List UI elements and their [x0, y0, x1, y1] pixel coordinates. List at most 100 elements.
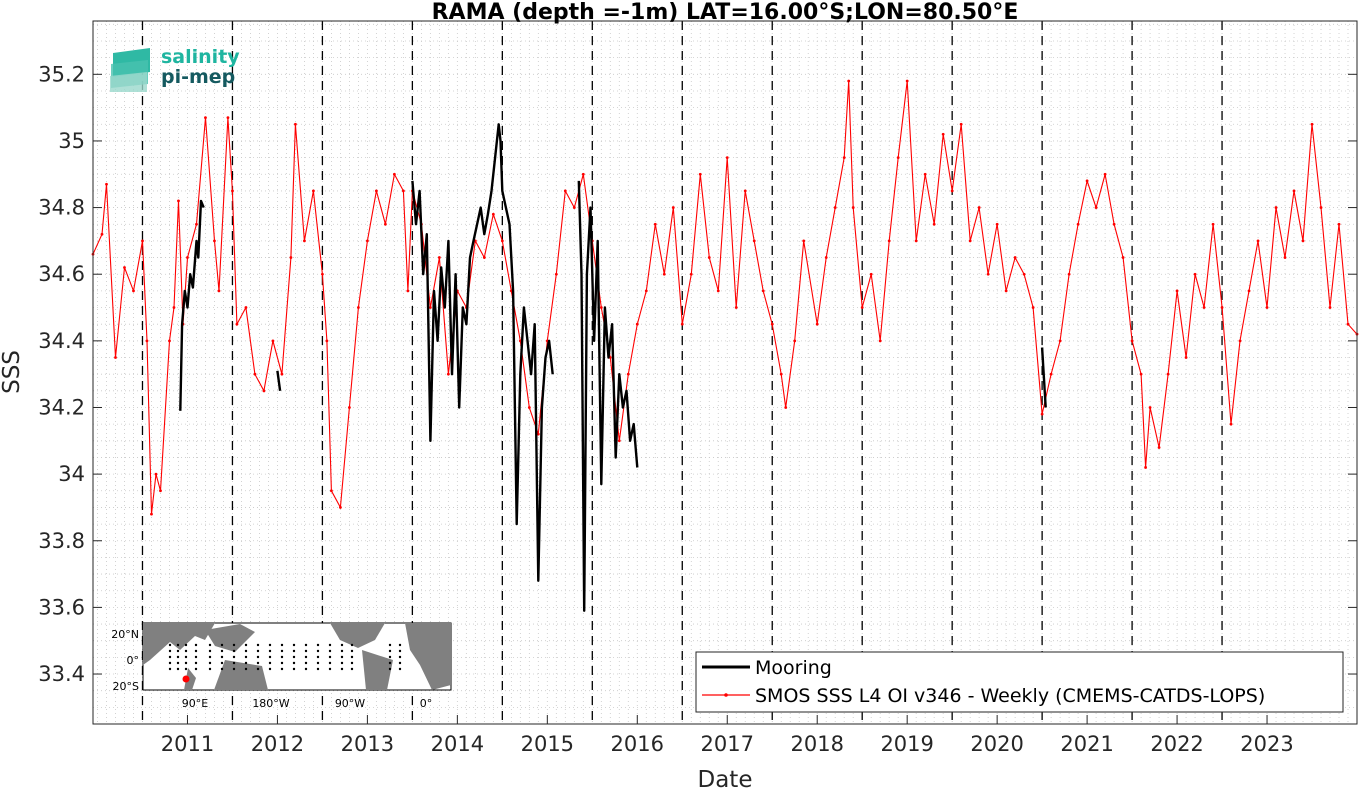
inset-station-dot	[184, 643, 188, 647]
inset-station-dot	[388, 649, 392, 653]
data-point-smos	[995, 222, 999, 226]
inset-station-dot	[328, 667, 332, 671]
inset-station-dot	[220, 649, 224, 653]
ticks: 33.4 33.6 33.8 34 34.2 34.4 34.6 34.8 35 35.2 2011…	[38, 62, 1357, 756]
inset-station-dot	[280, 667, 284, 671]
series-line-mooring	[577, 180, 639, 612]
inset-station-dot	[398, 649, 402, 653]
x-axis-label: Date	[698, 767, 753, 790]
inset-station-marker	[182, 675, 190, 683]
inset-station-dot	[388, 667, 392, 671]
data-point-smos	[563, 189, 567, 193]
data-point-smos	[1013, 256, 1017, 259]
x-tick-label: 2013	[341, 732, 394, 756]
inset-station-dot	[208, 643, 212, 647]
data-point-smos	[1184, 356, 1188, 359]
data-point-smos	[321, 272, 324, 276]
inset-station-dot	[184, 667, 188, 671]
data-point-smos	[253, 372, 257, 376]
data-point-smos	[482, 256, 486, 259]
data-point-smos	[554, 272, 558, 276]
inset-station-dot	[292, 655, 296, 659]
inset-station-dot	[208, 655, 212, 659]
inset-station-dot	[328, 649, 332, 653]
data-point-smos	[1112, 222, 1116, 226]
inset-station-dot	[168, 655, 172, 659]
logo-line2: pi-mep	[161, 66, 235, 88]
data-point-smos	[1328, 306, 1332, 309]
data-point-smos	[1076, 222, 1080, 226]
inset-station-dot	[220, 667, 224, 671]
data-point-smos	[150, 512, 153, 516]
y-tick-label: 34.4	[38, 329, 85, 353]
inset-station-dot	[340, 661, 344, 665]
data-point-smos	[1211, 222, 1215, 226]
inset-x-label-3: 90°W	[335, 697, 365, 710]
inset-station-dot	[304, 655, 308, 659]
inset-station-dot	[328, 661, 332, 665]
salinity-pi-mep-logo: salinity pi-mep	[110, 46, 240, 92]
inset-station-dot	[244, 661, 248, 665]
data-point-smos	[132, 289, 135, 293]
y-tick-label: 34	[58, 462, 85, 486]
inset-station-dot	[350, 667, 354, 671]
inset-station-dot	[244, 667, 248, 671]
inset-station-dot	[168, 667, 172, 671]
y-tick-label: 35.2	[38, 62, 85, 86]
inset-station-dot	[316, 655, 320, 659]
inset-station-dot	[398, 661, 402, 665]
data-point-smos	[1265, 306, 1269, 309]
inset-station-dot	[184, 649, 188, 653]
legend-box	[695, 651, 1344, 713]
inset-station-dot	[256, 643, 260, 647]
data-point-smos	[644, 289, 648, 293]
inset-station-dot	[256, 661, 260, 665]
inset-y-label-2: 0°	[127, 654, 140, 667]
inset-station-dot	[168, 661, 172, 665]
y-tick-label: 34.6	[38, 262, 85, 286]
data-point-smos	[914, 239, 918, 243]
data-point-smos	[401, 189, 405, 193]
data-point-smos	[1292, 189, 1296, 193]
inset-station-dot	[184, 661, 188, 665]
data-point-smos	[1031, 306, 1035, 309]
legend: Mooring SMOS SSS L4 OI v346 - Weekly (CM…	[695, 651, 1344, 713]
data-point-smos	[851, 206, 855, 209]
data-point-smos	[159, 489, 162, 493]
x-tick-label: 2017	[701, 732, 754, 756]
data-point-smos	[572, 206, 576, 209]
data-point-smos	[1202, 306, 1206, 309]
data-point-smos	[428, 306, 432, 309]
data-point-smos	[536, 432, 540, 436]
data-point-smos	[581, 172, 585, 176]
inset-station-dot	[340, 667, 344, 671]
inset-station-dot	[280, 649, 284, 653]
inset-station-dot	[176, 667, 180, 671]
data-point-smos	[941, 132, 945, 136]
inset-station-dot	[316, 661, 320, 665]
data-point-smos	[793, 339, 797, 343]
data-point-smos	[1121, 256, 1125, 259]
data-point-smos	[244, 306, 248, 309]
inset-station-dot	[340, 649, 344, 653]
inset-station-dot	[280, 661, 284, 665]
inset-station-dot	[398, 643, 402, 647]
data-point-smos	[145, 339, 149, 343]
data-point-smos	[1157, 446, 1161, 449]
inset-land	[143, 623, 451, 690]
data-point-smos	[887, 239, 891, 243]
data-point-smos	[1274, 206, 1278, 209]
data-point-smos	[1148, 406, 1152, 409]
data-point-smos	[365, 239, 369, 243]
data-point-smos	[446, 372, 450, 376]
inset-station-dot	[268, 661, 272, 665]
series-line-mooring	[1040, 347, 1047, 408]
plot-frame	[92, 20, 1358, 725]
inset-station-dot	[208, 649, 212, 653]
data-point-smos	[1346, 322, 1350, 326]
data-point-smos	[680, 322, 684, 326]
data-point-smos	[662, 272, 666, 276]
chart-title: RAMA (depth =-1m) LAT=16.00°S;LON=80.50°…	[432, 0, 1019, 25]
data-point-smos	[1103, 172, 1107, 176]
inset-station-dot	[194, 643, 198, 647]
